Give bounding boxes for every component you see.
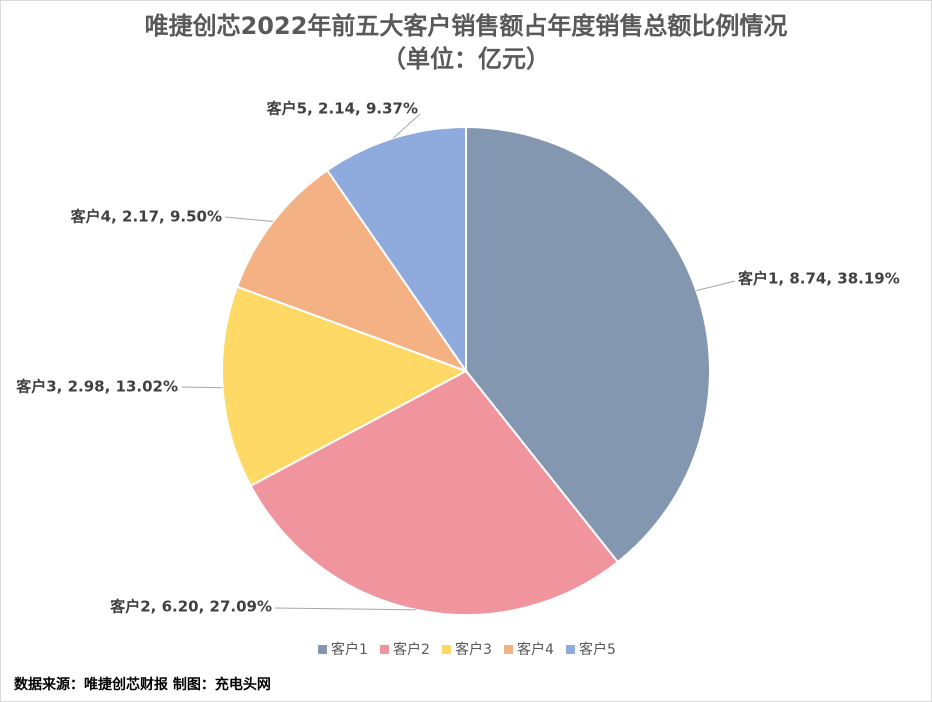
legend-swatch [504, 645, 513, 654]
data-label: 客户5, 2.14, 9.37% [266, 100, 418, 118]
pie-slice [249, 369, 620, 616]
leader-line [696, 280, 736, 292]
legend-swatch [566, 645, 575, 654]
legend-label: 客户1 [331, 641, 368, 658]
legend-swatch [380, 645, 389, 654]
legend-label: 客户5 [579, 641, 616, 658]
data-label: 客户3, 2.98, 13.02% [15, 378, 178, 396]
data-label: 客户2, 6.20, 27.09% [109, 598, 272, 616]
chart-subtitle: （单位：亿元） [382, 45, 550, 73]
chart-title: 唯捷创芯2022年前五大客户销售额占年度销售总额比例情况 [145, 12, 788, 40]
leader-line [181, 386, 223, 389]
legend-label: 客户2 [393, 641, 430, 658]
legend-swatch [442, 645, 451, 654]
data-label: 客户1, 8.74, 38.19% [737, 270, 900, 288]
leader-line [274, 607, 417, 611]
legend-label: 客户3 [455, 641, 492, 658]
pie-slice [325, 125, 467, 375]
pie-slice [465, 125, 711, 564]
legend-swatch [318, 645, 327, 654]
legend-label: 客户4 [517, 641, 554, 658]
source-note: 数据来源：唯捷创芯财报 制图：充电头网 [14, 676, 271, 693]
leader-line [392, 113, 421, 139]
data-label: 客户4, 2.17, 9.50% [70, 208, 222, 226]
leader-line [224, 216, 274, 223]
